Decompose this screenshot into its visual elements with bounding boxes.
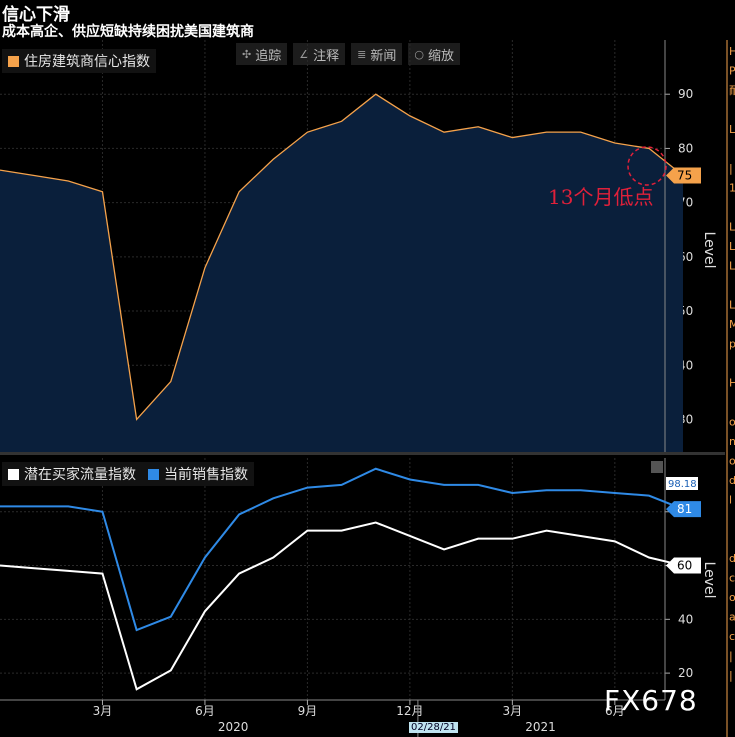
top-tick-label: 90: [678, 87, 693, 101]
right-strip-char: |: [729, 650, 733, 663]
confidence-area-fill: [0, 94, 683, 453]
right-strip-char: P: [729, 65, 735, 78]
right-strip-char: L: [729, 299, 735, 312]
legend-item-builder-confidence[interactable]: 住房建筑商信心指数: [8, 51, 150, 71]
right-strip-char: L: [729, 240, 735, 253]
legend-item-buyer-traffic[interactable]: 潜在买家流量指数: [8, 464, 136, 484]
x-year-label: 2021: [525, 720, 556, 734]
x-tick-label: 9月: [298, 704, 318, 718]
right-strip-char: o: [729, 455, 735, 468]
right-strip-char: c: [729, 572, 735, 585]
right-strip-char: |: [729, 162, 733, 175]
buyer-traffic-line: [0, 521, 684, 691]
low-point-annotation: 13个月低点: [548, 185, 653, 209]
max-value-label: 98.18: [668, 479, 697, 490]
chart-toolbar: ✣ 追踪 ∠ 注释 ≣ 新闻 ○ 缩放: [236, 43, 460, 65]
x-year-label: 2020: [218, 720, 249, 734]
buyer-traffic-last-label: 60: [677, 559, 692, 573]
right-strip-char: d: [729, 552, 735, 565]
annotate-label: 注释: [313, 48, 340, 64]
legend-item-current-sales[interactable]: 当前销售指数: [148, 464, 248, 484]
right-strip-char: c: [729, 630, 735, 643]
legend-swatch-blue: [148, 468, 159, 480]
confidence-last-value-tag: [666, 167, 701, 184]
cursor-date-box: 02/28/21: [409, 722, 458, 733]
watermark: FX678: [604, 684, 698, 717]
current-sales-line: [0, 467, 684, 632]
right-strip-char: L: [729, 221, 735, 234]
track-button[interactable]: ✣ 追踪: [236, 43, 288, 65]
right-strip-char: p: [729, 338, 735, 351]
buyer-traffic-last-tag: [666, 557, 701, 574]
bottom-y-axis-title: Level: [701, 562, 717, 599]
right-strip-char: o: [729, 416, 735, 429]
pencil-icon: ∠: [299, 47, 310, 61]
confidence-line: [0, 93, 684, 421]
right-strip-char: L: [729, 123, 735, 136]
right-strip-char: L: [729, 260, 735, 273]
right-strip-char: M: [729, 318, 735, 331]
legend-swatch-white: [8, 468, 19, 480]
current-sales-last-label: 81: [677, 502, 692, 516]
bottom-legend: 潜在买家流量指数 当前销售指数: [2, 462, 254, 486]
track-label: 追踪: [255, 48, 282, 64]
x-tick-label: 6月: [195, 704, 215, 718]
right-strip-char: 1: [729, 182, 735, 195]
right-strip-char: o: [729, 591, 735, 604]
chart-title: 信心下滑: [2, 5, 70, 25]
right-strip-char: n: [729, 435, 735, 448]
legend-label-current-sales: 当前销售指数: [164, 467, 248, 483]
legend-label-builder-confidence: 住房建筑商信心指数: [24, 54, 150, 70]
top-tick-label: 80: [678, 141, 693, 155]
pane-resize-handle[interactable]: [651, 461, 663, 473]
current-sales-last-tag: [666, 501, 701, 518]
right-strip-char: H: [729, 45, 735, 58]
crosshair-icon: ✣: [242, 47, 252, 61]
x-tick-label: 3月: [93, 704, 113, 718]
news-label: 新闻: [370, 48, 397, 64]
confidence-last-value-label: 75: [677, 169, 692, 183]
legend-swatch-orange: [8, 55, 19, 67]
right-strip-char: H: [729, 377, 735, 390]
news-icon: ≣: [357, 47, 367, 61]
right-strip-char: |: [729, 669, 733, 682]
zoom-button[interactable]: ○ 缩放: [408, 43, 460, 65]
right-strip-char: 耐: [729, 84, 735, 97]
top-y-axis-title: Level: [701, 232, 717, 269]
chart-subtitle: 成本高企、供应短缺持续困扰美国建筑商: [2, 24, 254, 40]
x-tick-label: 3月: [503, 704, 523, 718]
bottom-tick-label: 40: [678, 612, 693, 626]
pane-separator: [0, 452, 725, 455]
magnifier-icon: ○: [414, 47, 424, 61]
annotate-button[interactable]: ∠ 注释: [293, 43, 346, 65]
low-point-circle: [627, 146, 667, 186]
right-strip-char: d: [729, 474, 735, 487]
bottom-tick-label: 20: [678, 666, 693, 680]
news-button[interactable]: ≣ 新闻: [351, 43, 403, 65]
right-strip-char: l: [729, 494, 732, 507]
x-tick-label: 12月: [396, 704, 423, 718]
x-tick-label: 6月: [605, 704, 625, 718]
right-strip-char: a: [729, 611, 735, 624]
legend-label-buyer-traffic: 潜在买家流量指数: [24, 467, 136, 483]
max-value-box: [666, 477, 698, 490]
zoom-label: 缩放: [427, 48, 454, 64]
top-legend: 住房建筑商信心指数: [2, 49, 156, 73]
